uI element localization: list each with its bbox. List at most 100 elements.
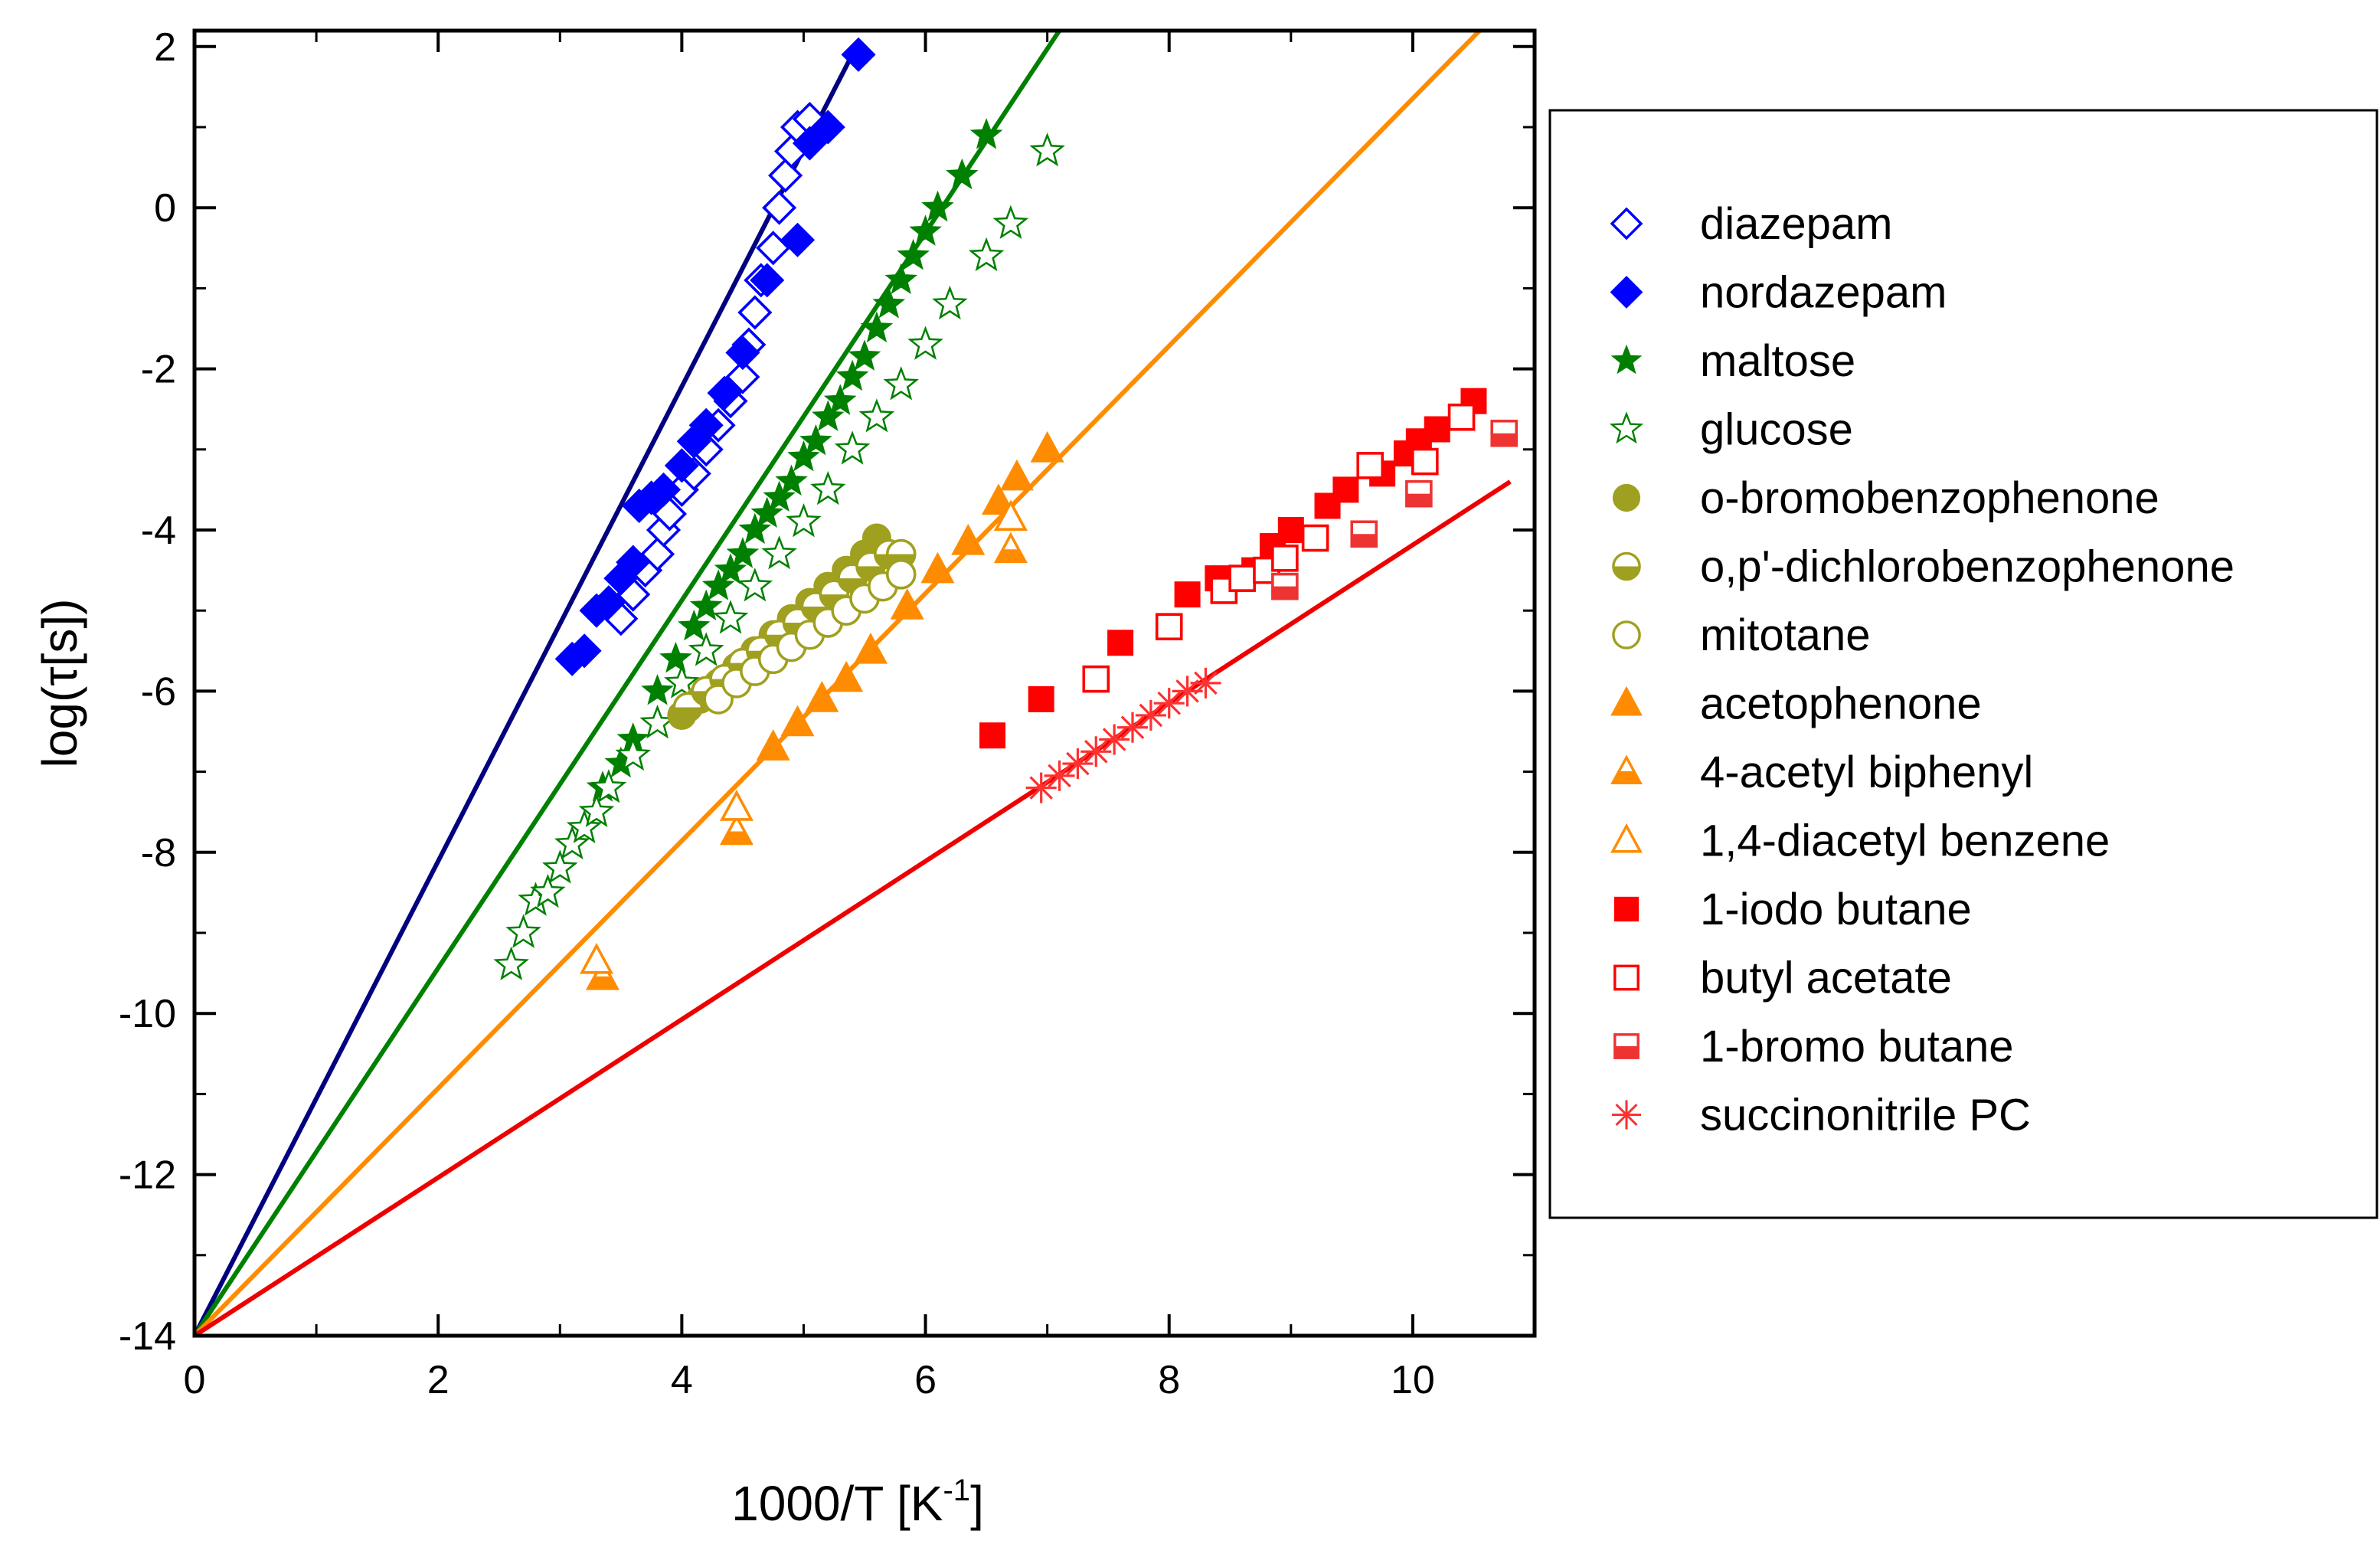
data-point: [907, 326, 943, 360]
x-tick-label: 10: [1391, 1358, 1435, 1402]
fit-line-1: [195, 41, 861, 1336]
data-point: [792, 126, 827, 161]
fit-line-4: [195, 479, 1512, 1336]
data-point: [811, 400, 845, 431]
data-point: [1025, 772, 1057, 803]
data-point: [860, 311, 894, 343]
data-point: [884, 263, 918, 295]
series-8: [756, 431, 1064, 761]
data-point: [1190, 667, 1221, 698]
data-point: [641, 674, 674, 705]
data-point: [1153, 688, 1185, 719]
legend-item: acetophenone: [1610, 679, 1982, 729]
data-point: [737, 568, 773, 602]
legend-item: o,p'-dichlorobenzophenone: [1612, 542, 2235, 592]
legend-item: o-bromobenzophenone: [1612, 473, 2159, 523]
data-point: [677, 609, 711, 641]
legend-marker: [1610, 823, 1643, 853]
legend-marker: [1610, 685, 1643, 716]
data-point: [737, 295, 773, 330]
data-point: [689, 589, 723, 621]
data-point: [725, 335, 760, 371]
series-2: [554, 37, 876, 676]
y-tick-label: -4: [141, 509, 176, 553]
legend-label: o,p'-dichlorobenzophenone: [1700, 542, 2235, 592]
data-point: [701, 569, 735, 600]
data-point: [688, 632, 724, 666]
data-point: [1044, 760, 1075, 791]
data-point: [841, 37, 876, 72]
data-point: [1099, 724, 1130, 755]
legend-marker: [1610, 754, 1643, 784]
x-axis-title-sup: -1: [943, 1474, 970, 1507]
data-point: [897, 238, 930, 270]
legend-marker: [1613, 964, 1640, 991]
data-point: [1228, 564, 1256, 592]
data-point: [590, 769, 627, 803]
legend-label: succinonitrile PC: [1700, 1091, 2031, 1140]
data-point: [890, 588, 924, 620]
data-point: [1271, 572, 1299, 600]
data-point: [981, 483, 1016, 515]
y-tick-label: 0: [154, 186, 176, 231]
data-point: [1350, 520, 1378, 548]
data-point: [756, 729, 790, 761]
legend-item: 1-iodo butane: [1613, 885, 1972, 934]
y-tick-label: -2: [141, 348, 176, 392]
data-point: [835, 359, 869, 391]
legend-item: 1,4-diacetyl benzene: [1610, 816, 2110, 866]
legend-label: 1,4-diacetyl benzene: [1700, 816, 2110, 866]
y-tick-label: -8: [141, 831, 176, 875]
legend-label: diazepam: [1700, 199, 1892, 249]
data-point: [786, 502, 822, 538]
series-10: [579, 499, 1028, 974]
data-point: [750, 263, 785, 298]
data-point: [1030, 431, 1064, 463]
data-point: [738, 512, 772, 545]
series-4: [493, 132, 1065, 980]
data-point: [993, 532, 1028, 564]
data-point: [761, 535, 797, 570]
data-point: [780, 705, 815, 737]
legend-label: 1-bromo butane: [1700, 1022, 2013, 1071]
data-point: [775, 464, 808, 496]
legend-frame: [1548, 109, 2378, 1219]
data-point: [664, 664, 700, 698]
x-tick-label: 8: [1158, 1358, 1180, 1402]
data-markers: [493, 37, 1519, 990]
legend-item: succinonitrile PC: [1612, 1091, 2031, 1140]
data-point: [578, 793, 615, 828]
legend-item: mitotane: [1612, 610, 1870, 660]
data-point: [951, 524, 986, 555]
legend-label: acetophenone: [1700, 679, 1982, 729]
data-point: [616, 545, 651, 580]
data-point: [780, 222, 816, 257]
data-point: [932, 285, 968, 320]
data-point: [1117, 712, 1148, 743]
data-point: [968, 237, 1005, 272]
data-point: [909, 214, 942, 246]
data-point: [726, 537, 760, 568]
data-point: [763, 480, 796, 512]
data-point: [768, 158, 803, 193]
data-point: [1062, 748, 1094, 780]
data-point: [1028, 685, 1054, 712]
data-point: [567, 633, 602, 669]
legend-item: glucose: [1609, 405, 1853, 455]
data-point: [1411, 447, 1439, 476]
data-point: [858, 398, 895, 433]
axis-ticks: 0 2 4 6 8 10 -14 -12 -10 -8 -6 -4 -2 0 2: [119, 25, 1535, 1402]
legend-label: nordazepam: [1700, 268, 1947, 318]
data-point: [585, 959, 620, 990]
data-point: [719, 790, 754, 821]
data-point: [823, 384, 857, 415]
data-point: [615, 737, 652, 771]
data-point: [834, 430, 871, 465]
data-point: [1424, 416, 1450, 443]
data-point: [809, 470, 846, 505]
data-point: [999, 459, 1034, 491]
legend-items: diazepam nordazepam maltose glucose o-bromob…: [1609, 199, 2235, 1140]
legend-label: glucose: [1700, 405, 1853, 455]
data-point: [848, 339, 881, 371]
x-axis-title-end: ]: [970, 1476, 984, 1531]
